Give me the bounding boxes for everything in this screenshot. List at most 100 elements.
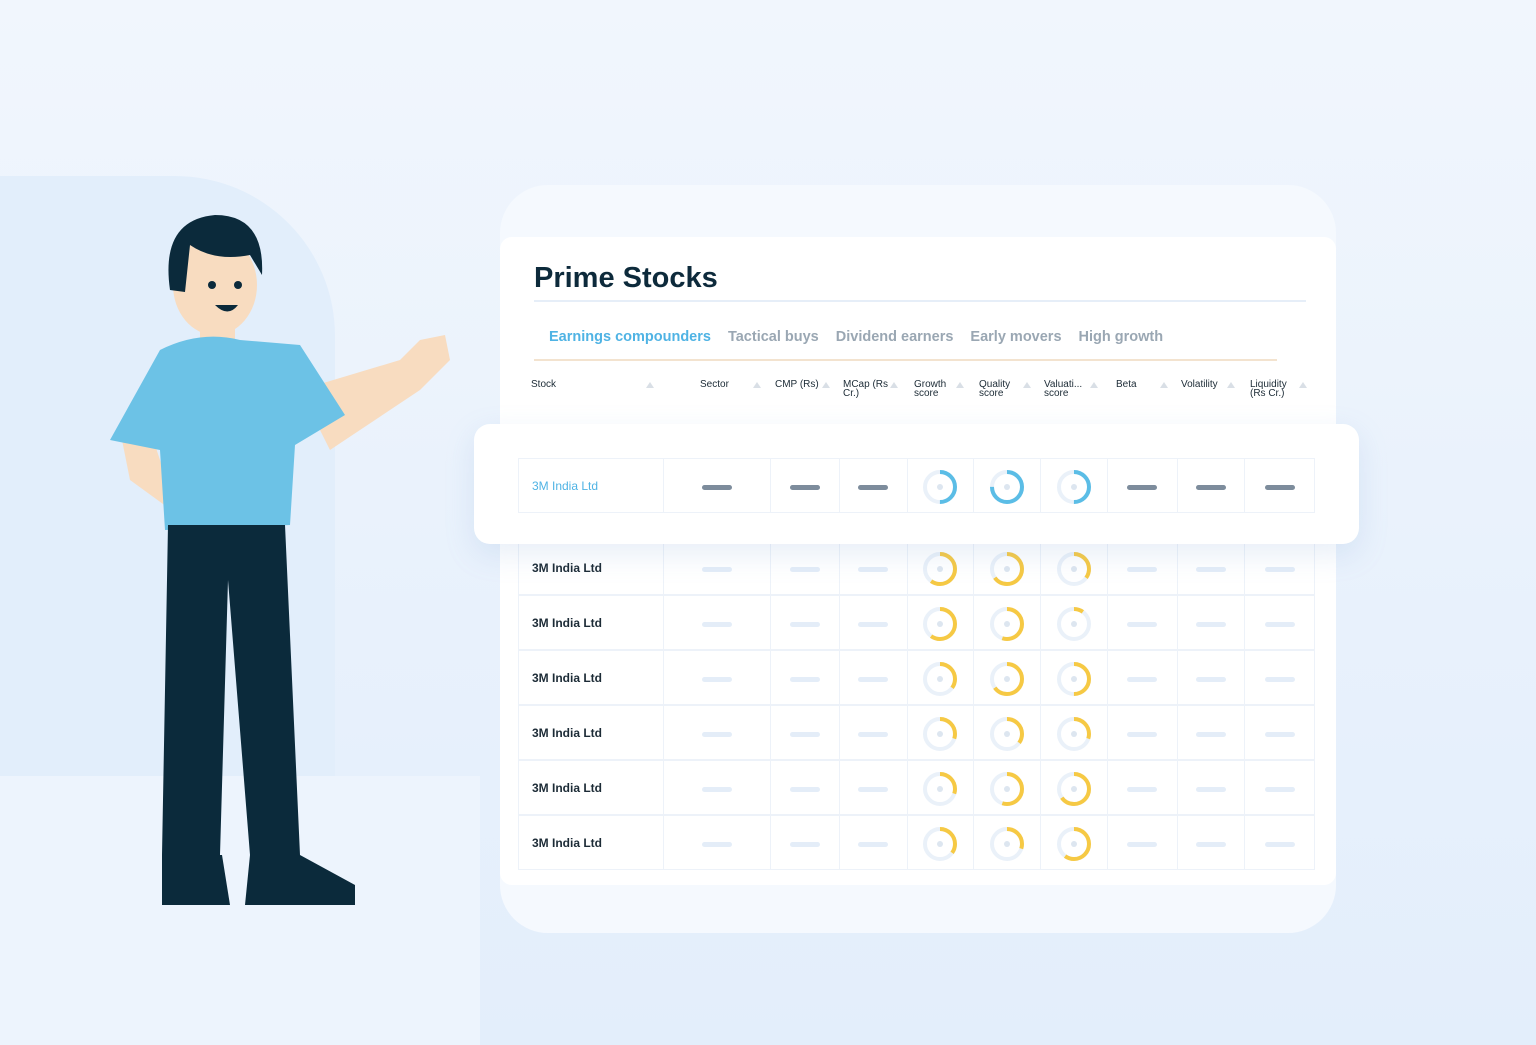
- cell-divider: [839, 706, 840, 759]
- cell-divider: [1040, 541, 1041, 594]
- sort-arrow-icon[interactable]: [1160, 382, 1168, 388]
- score-ring: [1056, 716, 1091, 751]
- table-row[interactable]: 3M India Ltd: [518, 815, 1315, 870]
- cell-divider: [839, 459, 840, 512]
- sort-arrow-icon[interactable]: [890, 382, 898, 388]
- sort-arrow-icon[interactable]: [1023, 382, 1031, 388]
- stock-name[interactable]: 3M India Ltd: [532, 725, 602, 740]
- column-header[interactable]: Sector: [700, 379, 729, 390]
- score-ring: [923, 771, 957, 806]
- cell-divider: [663, 761, 664, 814]
- score-ring-fill: [989, 606, 1024, 641]
- sort-arrow-icon[interactable]: [822, 382, 830, 388]
- cell-divider: [1244, 596, 1245, 649]
- cell-divider: [1177, 706, 1178, 759]
- sort-arrow-icon[interactable]: [753, 382, 761, 388]
- cell-divider: [663, 596, 664, 649]
- value-placeholder-bar: [1265, 484, 1295, 490]
- stock-name[interactable]: 3M India Ltd: [532, 478, 599, 493]
- score-ring: [989, 606, 1024, 641]
- cell-divider: [1177, 816, 1178, 869]
- value-placeholder-bar: [1127, 841, 1157, 847]
- table-row[interactable]: 3M India Ltd: [518, 540, 1315, 595]
- value-placeholder-bar: [858, 786, 888, 792]
- stock-name[interactable]: 3M India Ltd: [532, 835, 602, 850]
- value-placeholder-bar: [1127, 676, 1157, 682]
- score-ring-fill: [923, 771, 957, 806]
- cell-divider: [973, 596, 974, 649]
- table-row[interactable]: 3M India Ltd: [518, 760, 1315, 815]
- stock-name[interactable]: 3M India Ltd: [532, 780, 602, 795]
- sort-arrow-icon[interactable]: [1227, 382, 1235, 388]
- value-placeholder-bar: [858, 676, 888, 682]
- tab-early-movers[interactable]: Early movers: [970, 329, 1062, 345]
- column-header[interactable]: MCap (Rs Cr.): [843, 379, 889, 399]
- score-ring: [923, 661, 957, 696]
- tab-tactical-buys[interactable]: Tactical buys: [727, 329, 819, 345]
- score-ring: [923, 469, 957, 504]
- score-ring-fill: [1056, 469, 1091, 504]
- tab-high-growth[interactable]: High growth: [1078, 329, 1164, 345]
- cell-divider: [839, 541, 840, 594]
- cell-divider: [1107, 761, 1108, 814]
- cell-divider: [770, 596, 771, 649]
- value-placeholder-bar: [789, 786, 820, 792]
- tab-underline: [534, 359, 1277, 361]
- cell-divider: [973, 816, 974, 869]
- column-header[interactable]: Liquidity (Rs Cr.): [1250, 379, 1287, 399]
- cell-divider: [1244, 459, 1245, 512]
- value-placeholder-bar: [1265, 786, 1295, 792]
- sort-arrow-icon[interactable]: [956, 382, 964, 388]
- highlighted-table-row[interactable]: 3M India Ltd: [518, 458, 1315, 513]
- value-placeholder-bar: [701, 786, 732, 792]
- cell-divider: [839, 651, 840, 704]
- value-placeholder-bar: [701, 566, 732, 572]
- column-header[interactable]: Growth score: [914, 379, 947, 399]
- score-ring-fill: [989, 716, 1024, 751]
- stock-name[interactable]: 3M India Ltd: [532, 560, 602, 575]
- table-row[interactable]: 3M India Ltd: [518, 595, 1315, 650]
- sort-arrow-icon[interactable]: [1090, 382, 1098, 388]
- cell-divider: [1040, 761, 1041, 814]
- tab-earnings-compounders[interactable]: Earnings compounders: [549, 329, 711, 345]
- score-ring: [923, 551, 957, 586]
- sort-arrow-icon[interactable]: [1299, 382, 1307, 388]
- value-placeholder-bar: [1265, 841, 1295, 847]
- column-header[interactable]: Volatility: [1181, 379, 1218, 390]
- score-ring: [989, 661, 1024, 696]
- column-header[interactable]: Quality score: [979, 379, 1011, 399]
- value-placeholder-bar: [1127, 786, 1157, 792]
- score-ring-fill: [989, 469, 1024, 504]
- score-ring-fill: [923, 606, 957, 641]
- score-ring: [923, 716, 957, 751]
- score-ring: [1056, 551, 1091, 586]
- score-ring-fill: [923, 469, 957, 504]
- score-ring-fill: [1056, 661, 1091, 696]
- waving-person-illustration: [110, 215, 450, 905]
- cell-divider: [1177, 459, 1178, 512]
- tab-dividend-earners[interactable]: Dividend earners: [835, 329, 954, 345]
- cell-divider: [1177, 541, 1178, 594]
- cell-divider: [663, 706, 664, 759]
- background-shape: [0, 776, 480, 1045]
- score-ring: [923, 826, 957, 861]
- cell-divider: [770, 651, 771, 704]
- cell-divider: [1244, 761, 1245, 814]
- sort-arrow-icon[interactable]: [646, 382, 654, 388]
- column-header[interactable]: CMP (Rs): [775, 379, 819, 390]
- stock-name[interactable]: 3M India Ltd: [532, 615, 602, 630]
- cell-divider: [907, 541, 908, 594]
- value-placeholder-bar: [1265, 621, 1295, 627]
- score-ring: [989, 826, 1024, 861]
- column-header[interactable]: Stock: [531, 379, 557, 390]
- column-header[interactable]: Beta: [1116, 379, 1137, 390]
- stock-name[interactable]: 3M India Ltd: [532, 670, 602, 685]
- cell-divider: [1244, 651, 1245, 704]
- score-ring-fill: [989, 771, 1024, 806]
- value-placeholder-bar: [1195, 731, 1226, 737]
- column-header[interactable]: Valuati... score: [1044, 379, 1083, 399]
- table-row[interactable]: 3M India Ltd: [518, 705, 1315, 760]
- score-ring-fill: [1056, 551, 1091, 586]
- table-row[interactable]: 3M India Ltd: [518, 650, 1315, 705]
- cell-divider: [1107, 541, 1108, 594]
